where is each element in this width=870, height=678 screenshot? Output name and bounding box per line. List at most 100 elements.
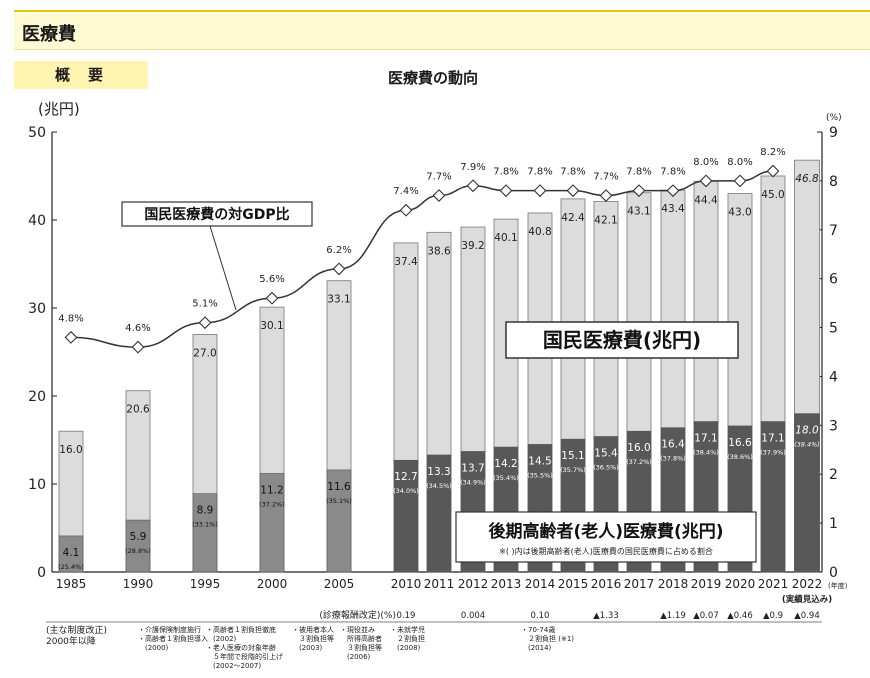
- x-tick-label: 2020: [725, 577, 756, 591]
- bar-total-label: 33.1: [327, 294, 350, 306]
- bar-elderly-label: 17.1: [761, 433, 784, 445]
- bar-total-label: 45.0: [761, 189, 784, 201]
- bar-elderly-share-label: (38.4%): [794, 441, 820, 449]
- right-tick-label: 2: [829, 467, 838, 483]
- left-tick-label: 0: [37, 565, 46, 581]
- x-tick-label: 2019: [691, 577, 722, 591]
- x-tick-label: 1985: [56, 577, 87, 591]
- header-top-rule: [14, 10, 870, 12]
- gdp-ratio-label: 7.9%: [460, 162, 485, 173]
- last-category-note: (実績見込み): [782, 594, 832, 605]
- gdp-ratio-label: 5.6%: [259, 274, 284, 285]
- gdp-ratio-label: 8.0%: [693, 157, 718, 168]
- x-tick-label: 1995: [190, 577, 221, 591]
- revision-value: ▲0.94: [794, 611, 819, 621]
- gdp-ratio-point: [632, 184, 646, 198]
- bar-elderly-share-label: (25.4%): [58, 563, 84, 571]
- bar-elderly-label: 16.0: [627, 442, 650, 454]
- right-tick-label: 0: [829, 565, 838, 581]
- gdp-ratio-point: [131, 340, 145, 354]
- notes-title: (主な制度改正) 2000年以降: [46, 626, 108, 647]
- gdp-ratio-label: 7.8%: [660, 167, 685, 178]
- right-tick-label: 1: [829, 516, 838, 532]
- bar-elderly-label: 11.6: [327, 481, 351, 493]
- bar-elderly-share-label: (37.9%): [760, 449, 786, 457]
- section-tab-label: 概要: [54, 66, 121, 84]
- x-tick-label: 2017: [624, 577, 655, 591]
- gdp-legend-label: 国民医療費の対GDP比: [144, 206, 289, 223]
- bar-total-label: 43.4: [661, 203, 685, 215]
- gdp-ratio-point: [64, 330, 78, 344]
- elderly-legend-note: ※( )内は後期高齢者(老人)医療費の国民医療費に占める割合: [499, 546, 713, 556]
- note-item: ・被用者本人 ３割負担等 (2003): [292, 626, 334, 652]
- elderly-legend-label: 後期高齢者(老人)医療費(兆円): [488, 521, 723, 542]
- bar-total-label: 40.8: [528, 226, 551, 238]
- gdp-ratio-label: 4.8%: [58, 313, 83, 324]
- x-axis-unit: (年度): [828, 581, 848, 590]
- bar-elderly-label: 11.2: [260, 484, 283, 496]
- bar-elderly-share-label: (34.0%): [393, 487, 419, 495]
- bar-elderly: [760, 421, 786, 573]
- x-tick-label: 2000: [257, 577, 288, 591]
- gdp-ratio-label: 7.8%: [560, 167, 585, 178]
- bar-elderly-label: 13.3: [427, 466, 450, 478]
- bar-elderly-label: 14.2: [494, 458, 517, 470]
- bar-total-label: 40.1: [494, 232, 517, 244]
- bar-total-label: 42.1: [594, 215, 617, 227]
- right-tick-label: 5: [829, 321, 838, 337]
- bar-elderly-share-label: (35.5%): [527, 471, 553, 479]
- x-tick-label: 2012: [458, 577, 489, 591]
- x-tick-label: 2015: [558, 577, 589, 591]
- gdp-ratio-point: [599, 189, 613, 202]
- bar-total-label: 30.1: [260, 320, 283, 332]
- bar-elderly-label: 8.9: [197, 505, 214, 517]
- gdp-ratio-label: 7.7%: [593, 172, 618, 183]
- revision-value: ▲1.33: [593, 611, 618, 621]
- revision-value: 0.004: [461, 611, 485, 621]
- bar-elderly-label: 12.7: [394, 471, 417, 483]
- bar-elderly: [326, 469, 352, 573]
- bar-total-label: 16.0: [59, 444, 82, 456]
- bar-elderly-label: 18.0: [795, 425, 819, 437]
- gdp-ratio-point: [533, 184, 547, 198]
- right-tick-label: 4: [829, 369, 838, 385]
- bar-elderly-label: 14.5: [528, 455, 551, 467]
- gdp-ratio-label: 4.6%: [125, 323, 150, 334]
- gdp-legend-box: [121, 201, 313, 227]
- left-tick-label: 30: [28, 301, 46, 317]
- bar-total-label: 43.0: [728, 207, 751, 219]
- bar-elderly-share-label: (38.4%): [693, 449, 719, 457]
- gdp-ratio-point: [666, 184, 680, 198]
- bar-elderly-share-label: (37.2%): [259, 500, 285, 508]
- x-tick-label: 1990: [123, 577, 154, 591]
- gdp-ratio-label: 6.2%: [326, 245, 351, 256]
- left-axis-unit: (兆円): [38, 100, 80, 118]
- bar-elderly-share-label: (38.6%): [727, 453, 753, 461]
- x-tick-label: 2010: [391, 577, 422, 591]
- bar-elderly-share-label: (34.9%): [460, 478, 486, 486]
- revision-value: ▲0.07: [693, 611, 718, 621]
- left-tick-label: 50: [28, 125, 46, 141]
- bar-elderly-label: 16.4: [661, 439, 685, 451]
- elderly-legend-box: [455, 511, 757, 563]
- note-item: ・現役並み 所得高齢者 ３割負担等 (2006): [340, 626, 382, 661]
- gdp-ratio-point: [733, 174, 747, 188]
- header-band: [14, 13, 870, 50]
- bar-elderly-label: 17.1: [694, 433, 717, 445]
- page-title: 医療費: [22, 24, 76, 45]
- note-item: ・70-74歳 ２割負担 (※1) (2014): [521, 626, 575, 652]
- bar-total-label: 38.6: [427, 245, 451, 257]
- gdp-ratio-point: [265, 291, 279, 305]
- gdp-ratio-label: 7.8%: [527, 167, 552, 178]
- right-tick-label: 7: [829, 223, 838, 239]
- gdp-legend-leader: [209, 225, 237, 311]
- gdp-ratio-label: 7.8%: [493, 167, 518, 178]
- gdp-ratio-label: 7.4%: [393, 186, 418, 197]
- right-tick-label: 9: [829, 125, 838, 141]
- gdp-ratio-label: 8.2%: [760, 147, 785, 158]
- gdp-ratio-point: [399, 203, 413, 217]
- bar-total-label: 43.1: [627, 206, 650, 218]
- bar-elderly: [192, 493, 218, 573]
- right-tick-label: 6: [829, 272, 838, 288]
- bar-elderly-share-label: (37.8%): [660, 455, 686, 463]
